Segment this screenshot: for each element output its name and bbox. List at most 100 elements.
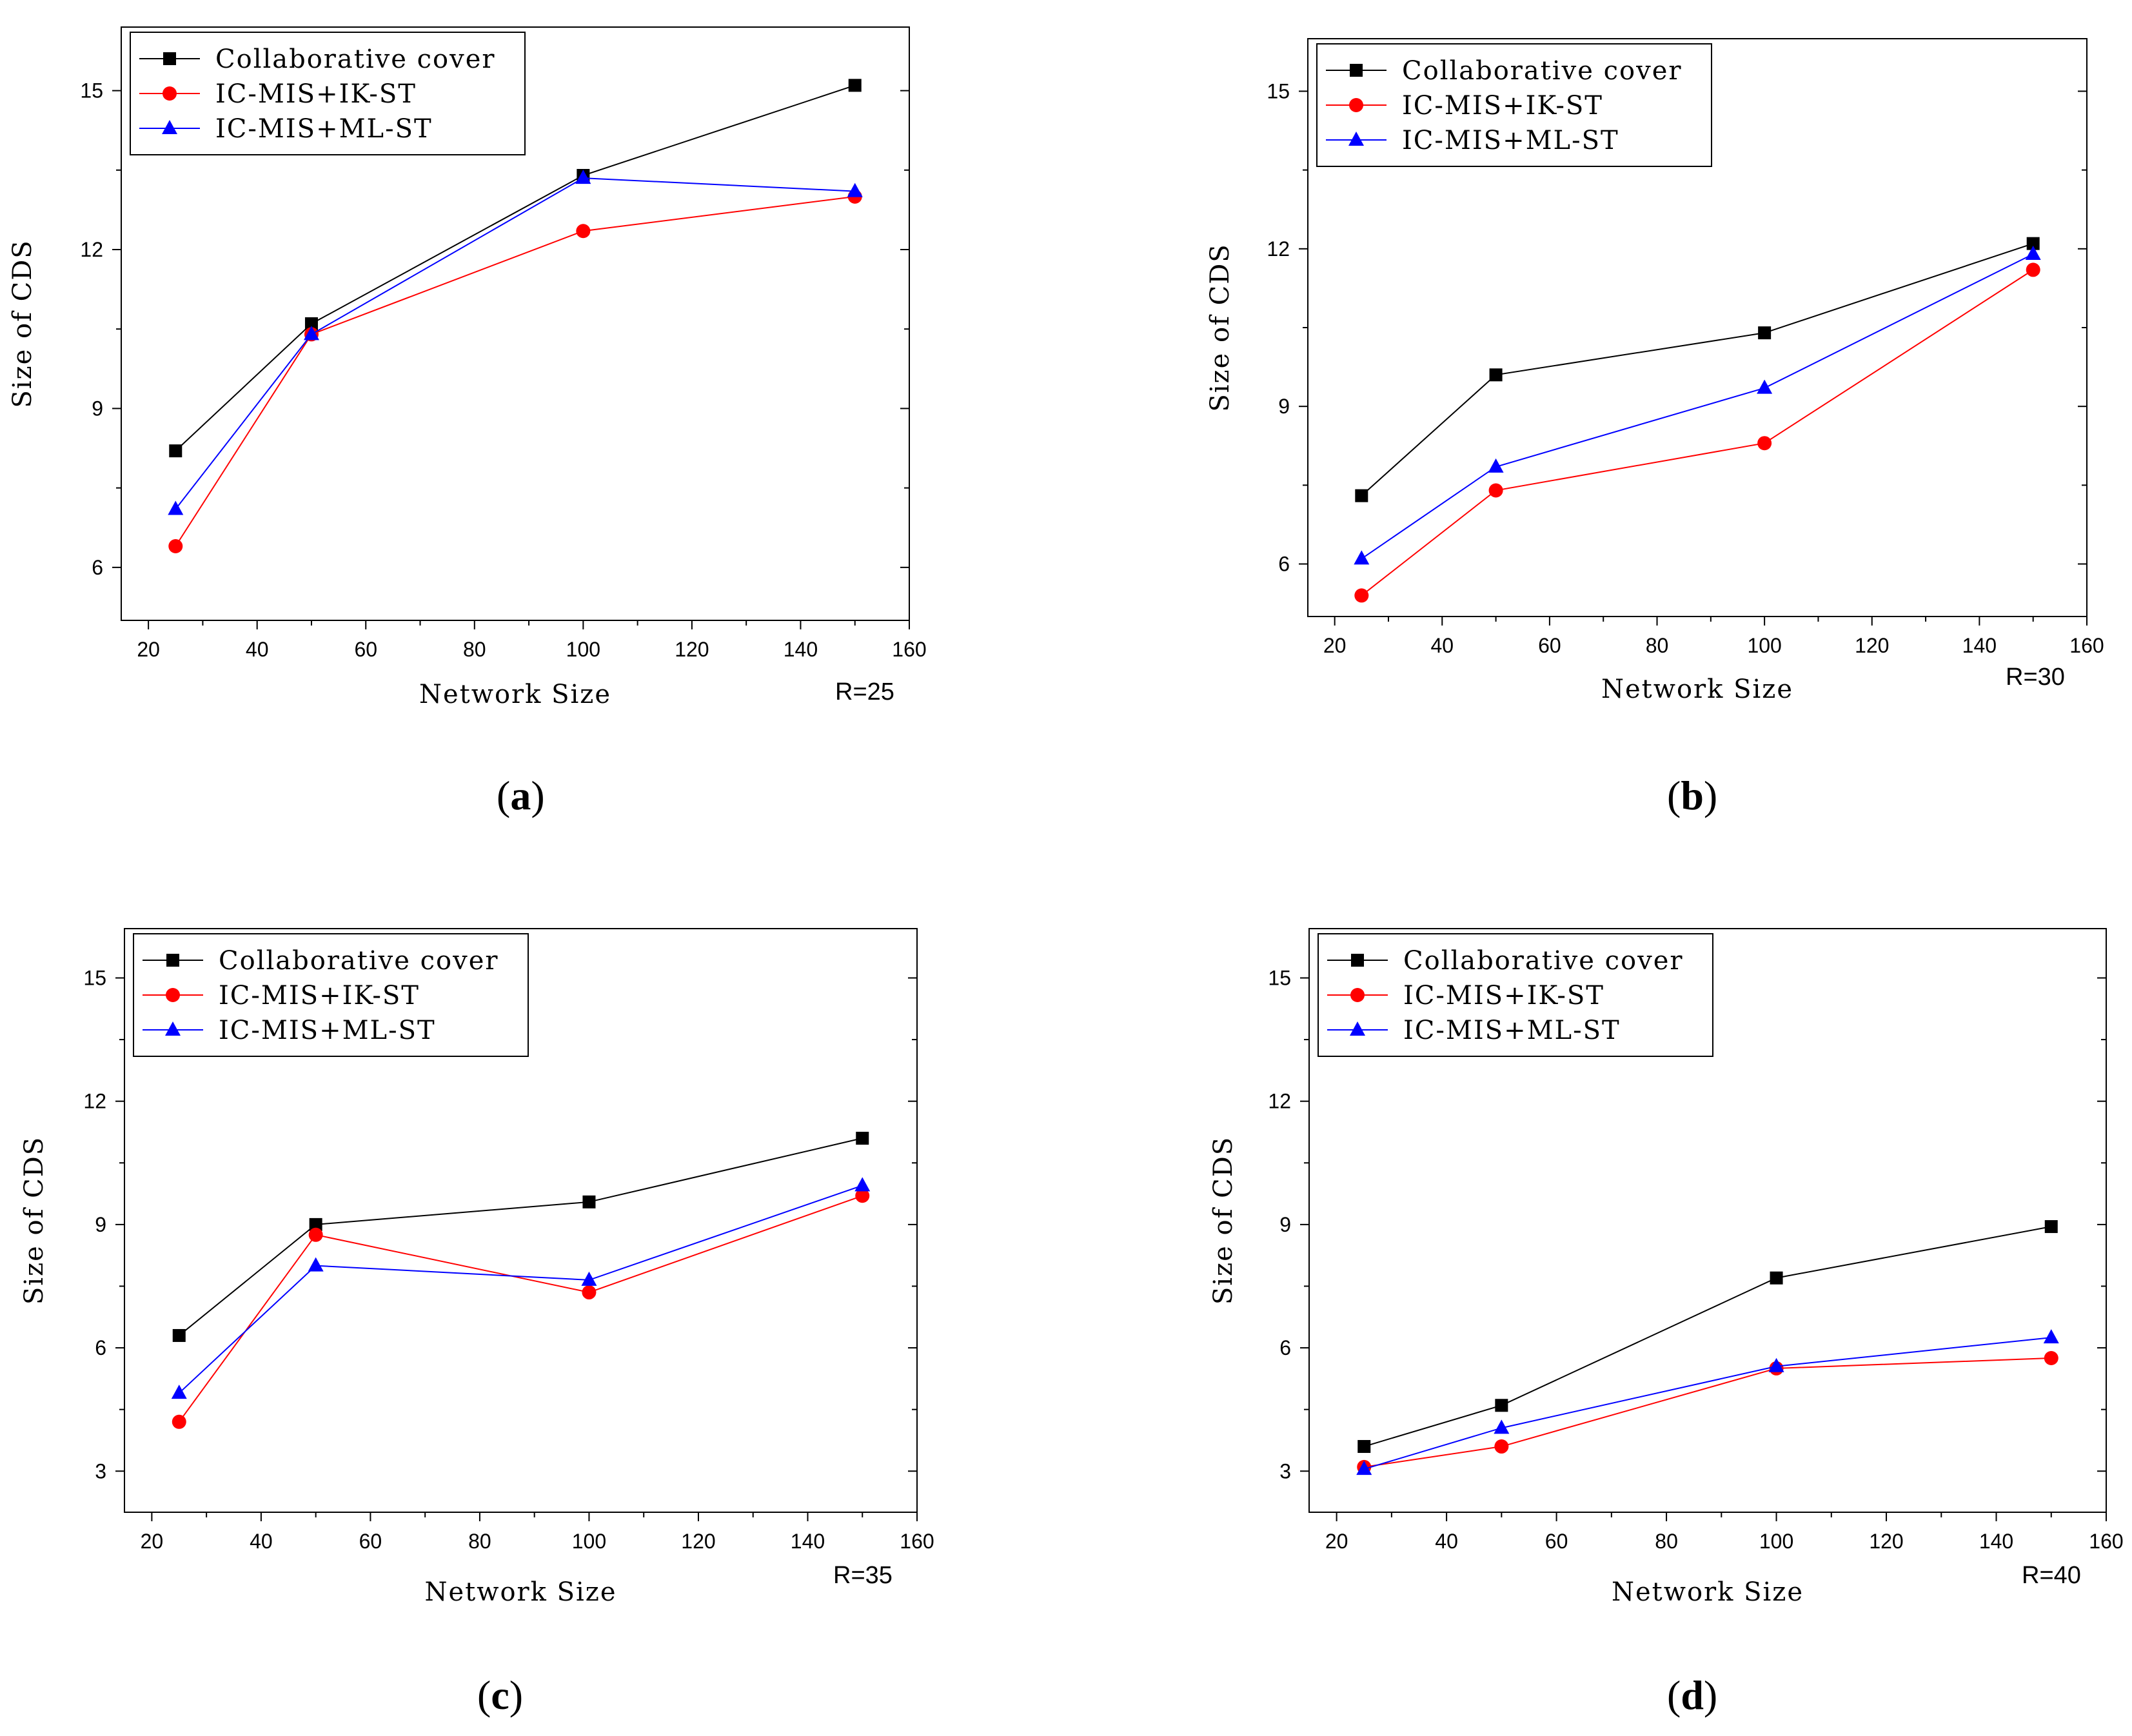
panel-d-data-point [1494,1439,1509,1454]
panel-b-label-close: ) [1704,773,1717,818]
panel-c-data-point [855,1189,870,1203]
panel-b-data-point [1354,550,1370,565]
chart-b: 20 40 60 80 100 120 140 160 6 9 12 15 Network Size Si… [1205,38,2104,818]
panel-a-label-close: ) [531,773,544,818]
panel-c-x-tick-label: 120 [681,1530,715,1553]
panel-a-plot-frame [121,26,910,621]
panel-a-y-tick-label: 15 [80,79,103,103]
panel-c-label-close: ) [509,1672,523,1718]
panel-a-data-point [168,539,183,553]
panel-c-data-point [856,1132,869,1145]
panel-a-y-tick-label: 12 [80,238,103,261]
panel-d-data-point [1770,1271,1783,1285]
panel-b-y-tick-label: 12 [1267,237,1290,261]
panel-b-data-point [1757,379,1773,394]
panel-a-x-tick-label: 120 [675,638,709,661]
panel-d-x-tick-label: 100 [1759,1530,1793,1553]
panel-d-data-point [1357,1440,1371,1454]
panel-b-series-line-2 [1361,269,2034,597]
panel-d-x-tick-label: 60 [1545,1530,1568,1553]
panel-c-legend-marker [166,954,179,967]
panel-b-data-point [1488,458,1504,473]
panel-b-x-tick-label: 160 [2069,634,2104,657]
panel-a-data-point [303,326,319,340]
panel-a-series-line-3 [175,177,855,510]
panel-a-legend-label: IC-MIS+IK-ST [215,79,417,109]
panel-b-x-tick-label: 40 [1430,634,1454,657]
panel-d-legend-label: Collaborative cover [1403,946,1684,976]
panel-b-data-point [1489,368,1503,382]
panel-c-legend-label: IC-MIS+IK-ST [219,981,420,1011]
chart-c: 20 40 60 80 100 120 140 160 3 6 9 12 15 Network Size S… [19,928,934,1718]
panel-d-data-point [2044,1351,2058,1366]
panel-b-y-tick-label: 15 [1267,79,1290,103]
panel-c-series-line-2 [178,1195,863,1423]
panel-c-x-tick-label: 60 [359,1530,382,1553]
panel-d-plot-frame [1308,928,2107,1513]
panel-b-y-tick-label: 9 [1278,395,1290,418]
panel-d-data-point [1494,1419,1510,1434]
panel-b-legend-label: IC-MIS+IK-ST [1402,91,1603,121]
panel-a-data-point [848,79,862,92]
panel-d-data-point [1495,1399,1508,1412]
panel-c-data-point [582,1285,597,1300]
panel-c-data-point [581,1271,597,1286]
panel-c-data-point [172,1414,186,1429]
panel-a-legend-label: IC-MIS+ML-ST [215,114,433,144]
panel-d-y-axis-title: Size of CDS [1209,1136,1238,1305]
panel-d-label-close: ) [1704,1672,1717,1718]
panel-b-data-point [2026,237,2040,250]
panel-c-data-point [308,1227,323,1242]
panel-b-legend-label: Collaborative cover [1402,56,1683,86]
panel-c-x-tick-label: 160 [900,1530,934,1553]
panel-c-x-tick-label: 80 [468,1530,491,1553]
panel-d-legend-marker [1350,988,1365,1002]
panel-a-legend-marker [162,120,177,134]
panel-c-legend-label: IC-MIS+ML-ST [219,1016,436,1045]
panel-a-r-label: R=25 [835,678,894,705]
panel-d-y-tick-label: 15 [1268,966,1291,989]
panel-d-label-letter: d [1681,1672,1704,1718]
panel-c-legend-label: Collaborative cover [219,946,499,976]
panel-c-data-point [308,1257,324,1272]
panel-c-y-tick-label: 15 [83,966,106,989]
panel-b-label: (b) [1667,773,1717,818]
panel-d-label: (d) [1667,1672,1717,1718]
panel-c-data-point [171,1385,187,1399]
panel-c-series-line-1 [179,1138,863,1336]
panel-b-x-tick-label: 100 [1747,634,1781,657]
panel-a-data-point [169,444,183,458]
panel-c-y-axis-title: Size of CDS [19,1136,49,1305]
panel-d-r-label: R=40 [2022,1562,2081,1589]
panel-a-data-point [575,170,591,184]
panel-c-label-open: ( [477,1672,491,1718]
panel-d-x-tick-label: 20 [1325,1530,1348,1553]
panel-a-y-tick-label: 6 [92,556,103,579]
panel-b-x-tick-label: 60 [1538,634,1561,657]
panel-d-x-tick-label: 140 [1979,1530,2013,1553]
panel-d-series-line-3 [1363,1337,2051,1470]
panel-c-y-tick-label: 12 [83,1090,106,1113]
panel-c-y-tick-label: 3 [95,1459,106,1483]
panel-c-data-point [309,1218,322,1231]
panel-a-legend-marker [163,86,177,101]
panel-a-series-line-1 [175,84,856,451]
panel-d-x-tick-label: 80 [1655,1530,1678,1553]
panel-a-y-axis-title: Size of CDS [8,239,37,408]
panel-b-data-point [1758,326,1772,340]
panel-d-legend-marker [1350,1021,1365,1036]
panel-a-label-letter: a [510,773,531,818]
panel-b-data-point [2025,245,2041,260]
panel-d-legend-label: IC-MIS+IK-ST [1403,981,1604,1011]
panel-a-data-point [576,224,591,239]
panel-a-y-tick-label: 9 [92,397,103,420]
panel-a-data-point [304,317,318,330]
panel-b-legend-marker [1348,132,1364,146]
panel-c-data-point [582,1195,596,1208]
panel-b-y-tick-label: 6 [1278,553,1290,576]
panel-c-label-letter: c [491,1672,509,1718]
panel-a-series-line-2 [175,195,855,547]
panel-c-plot-frame [124,928,918,1513]
panel-b-legend-label: IC-MIS+ML-ST [1402,126,1619,155]
